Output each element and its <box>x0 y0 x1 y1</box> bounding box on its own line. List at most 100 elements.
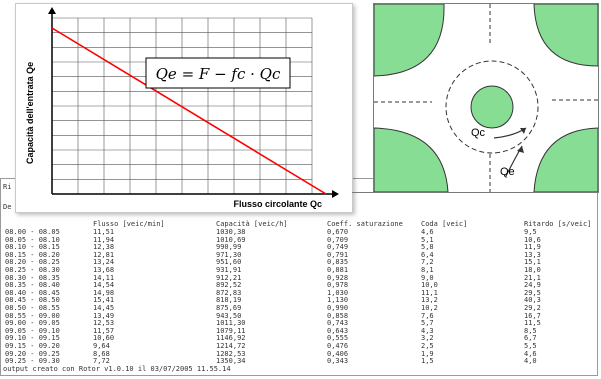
table-row: 09.10 - 09.15 10,60 1146,92 0,555 3,2 6,7 <box>1 334 599 342</box>
table-cell: 9,64 <box>93 342 110 350</box>
col-capacita: Capacità [veic/h] <box>216 220 288 228</box>
capacity-chart: Qe = F − fc · Qc Capacità dell'entrata Q… <box>25 7 339 209</box>
table-header: Flusso [veic/min] Capacità [veic/h] Coef… <box>1 220 599 228</box>
table-cell: 1,9 <box>421 349 434 358</box>
table-row: 09.05 - 09.10 11,57 1079,11 0,643 4,3 8,5 <box>1 327 599 335</box>
label-qe: Qe <box>500 166 515 178</box>
table-cell: 08.10 - 08.15 <box>5 243 60 252</box>
table-cell: 9,5 <box>524 228 537 236</box>
table-cell: 0,709 <box>327 235 349 244</box>
table-cell: 12,38 <box>93 243 115 252</box>
table-cell: 0,743 <box>327 319 349 328</box>
table-cell: 11,9 <box>524 243 541 252</box>
table-cell: 08.05 - 08.10 <box>5 235 60 244</box>
table-cell: 912,21 <box>216 273 242 282</box>
table-cell: 5,1 <box>421 235 434 244</box>
table-cell: 875,69 <box>216 304 242 312</box>
table-cell: 4,6 <box>524 349 537 358</box>
table-cell: 15,41 <box>93 296 115 305</box>
table-row: 08.15 - 08.20 12,81 971,30 0,791 6,4 13,3 <box>1 251 599 259</box>
col-ritardo: Ritardo [s/veic] <box>524 220 592 228</box>
table-cell: 09.00 - 09.05 <box>5 319 60 328</box>
table-cell: 0,343 <box>327 357 349 366</box>
table-row: 08.45 - 08.50 15,41 818,19 1,130 13,2 40,3 <box>1 296 599 304</box>
table-cell: 4,6 <box>421 228 434 236</box>
table-cell: 09.15 - 09.20 <box>5 342 60 350</box>
table-cell: 1079,11 <box>216 326 246 335</box>
table-cell: 13,49 <box>93 311 115 320</box>
table-cell: 5,8 <box>421 243 434 252</box>
table-row: 09.20 - 09.25 8,68 1282,53 0,406 1,9 4,6 <box>1 350 599 358</box>
table-row: 08.10 - 08.15 12,38 990,99 0,749 5,8 11,9 <box>1 243 599 251</box>
table-cell: 14,45 <box>93 304 115 312</box>
formula-text: Qe = F − fc · Qc <box>156 65 281 83</box>
table-cell: 7,2 <box>421 258 434 267</box>
table-cell: 8,68 <box>93 349 110 358</box>
table-cell: 09.10 - 09.15 <box>5 334 60 343</box>
col-saturazione: Coeff. saturazione <box>327 220 403 228</box>
central-island <box>470 85 514 129</box>
table-cell: 0,990 <box>327 304 349 312</box>
table-row: 09.15 - 09.20 9,64 1214,72 0,476 2,5 5,5 <box>1 342 599 350</box>
table-cell: 08.25 - 08.30 <box>5 266 60 274</box>
table-cell: 11,57 <box>93 326 115 335</box>
table-cell: 08.45 - 08.50 <box>5 296 60 305</box>
table-cell: 0,881 <box>327 266 349 274</box>
table-cell: 10,6 <box>524 235 541 244</box>
table-cell: 872,83 <box>216 288 242 297</box>
console-line-1: Ri <box>3 183 12 191</box>
table-cell: 7,72 <box>93 357 110 366</box>
col-flusso: Flusso [veic/min] <box>93 220 165 228</box>
table-cell: 0,555 <box>327 334 349 343</box>
table-cell: 1,030 <box>327 288 349 297</box>
green-area-bottom-left <box>374 127 449 192</box>
table-cell: 08.15 - 08.20 <box>5 250 60 259</box>
table-cell: 08.55 - 09.00 <box>5 311 60 320</box>
table-cell: 21,1 <box>524 273 541 282</box>
table-cell: 2,5 <box>421 342 434 350</box>
table-cell: 9,0 <box>421 273 434 282</box>
table-cell: 10,0 <box>421 281 438 290</box>
table-cell: 24,9 <box>524 281 541 290</box>
table-cell: 818,19 <box>216 296 242 305</box>
x-axis-label: Flusso circolante Qc <box>233 199 322 209</box>
table-cell: 08.30 - 08.35 <box>5 273 60 282</box>
table-cell: 09.20 - 09.25 <box>5 349 60 358</box>
table-cell: 0,858 <box>327 311 349 320</box>
table-cell: 1,130 <box>327 296 349 305</box>
table-cell: 0,928 <box>327 273 349 282</box>
table-row: 08.25 - 08.30 13,68 931,91 0,881 8,1 18,0 <box>1 266 599 274</box>
roundabout-diagram-panel: Qc Qe <box>373 3 599 193</box>
table-cell: 892,52 <box>216 281 242 290</box>
capacity-chart-panel: Qe = F − fc · Qc Capacità dell'entrata Q… <box>15 3 353 213</box>
table-cell: 16,7 <box>524 311 541 320</box>
table-cell: 1,5 <box>421 357 434 366</box>
circulating-lane-marking <box>445 60 539 154</box>
table-cell: 29,5 <box>524 288 541 297</box>
table-cell: 11,94 <box>93 235 115 244</box>
table-cell: 1146,92 <box>216 334 246 343</box>
formula-box <box>145 57 291 89</box>
table-cell: 0,749 <box>327 243 349 252</box>
table-row: 09.25 - 09.30 7,72 1350,34 0,343 1,5 4,0 <box>1 357 599 365</box>
table-cell: 13,3 <box>524 250 541 259</box>
table-row: 08.05 - 08.10 11,94 1010,69 0,709 5,1 10,6 <box>1 236 599 244</box>
table-cell: 1030,38 <box>216 228 246 236</box>
table-cell: 4,0 <box>524 357 537 366</box>
table-cell: 09.25 - 09.30 <box>5 357 60 366</box>
roundabout-diagram: Qc Qe <box>374 4 598 192</box>
table-cell: 18,0 <box>524 266 541 274</box>
table-cell: 0,835 <box>327 258 349 267</box>
table-cell: 29,2 <box>524 304 541 312</box>
table-cell: 11,51 <box>93 228 115 236</box>
table-row: 08.55 - 09.00 13,49 943,50 0,858 7,6 16,7 <box>1 312 599 320</box>
table-cell: 08.35 - 08.40 <box>5 281 60 290</box>
console-line-2: De <box>3 203 12 211</box>
table-cell: 08.20 - 08.25 <box>5 258 60 267</box>
capacity-line <box>51 27 327 195</box>
table-cell: 5,5 <box>524 342 537 350</box>
table-cell: 8,5 <box>524 326 537 335</box>
table-cell: 0,406 <box>327 349 349 358</box>
table-row: 08.35 - 08.40 14,54 892,52 0,978 10,0 24,9 <box>1 281 599 289</box>
table-cell: 0,643 <box>327 326 349 335</box>
